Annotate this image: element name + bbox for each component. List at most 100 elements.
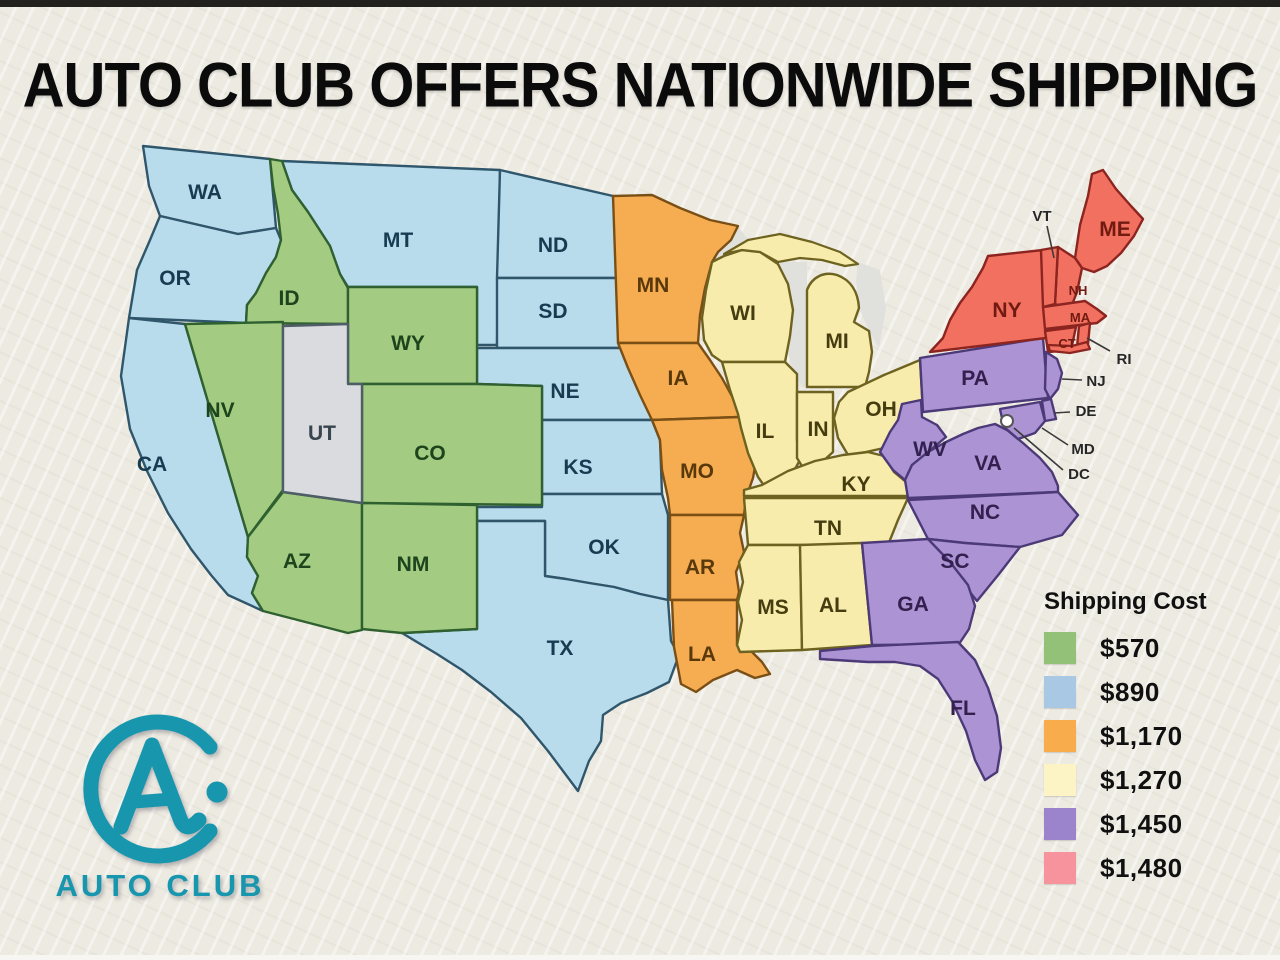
logo-a-icon [113, 737, 207, 835]
state-label-ma: MA [1070, 310, 1091, 325]
state-label-sc: SC [940, 550, 969, 573]
logo-a-crossbar-icon [127, 792, 179, 809]
state-fl [818, 640, 1003, 782]
callout-line-nj [1061, 378, 1083, 381]
legend-swatch-red [1044, 852, 1076, 884]
state-label-mt: MT [383, 229, 413, 252]
state-label-ca: CA [137, 453, 167, 476]
state-label-ut: UT [308, 422, 336, 445]
state-label-ks: KS [563, 456, 592, 479]
state-label-nm: NM [397, 553, 430, 576]
state-nd [495, 168, 620, 280]
callout-label-vt: VT [1032, 208, 1051, 225]
state-label-wa: WA [188, 181, 222, 204]
legend-swatch-blue [1044, 676, 1076, 708]
state-label-ar: AR [685, 556, 715, 579]
legend-row: $1,170 [1044, 714, 1264, 758]
callout-label-md: MD [1071, 441, 1094, 458]
callout-label-dc: DC [1068, 466, 1090, 483]
state-label-al: AL [819, 594, 847, 617]
logo-dot-icon [206, 781, 228, 803]
state-label-mo: MO [680, 460, 714, 483]
callout-line-dc [1013, 427, 1064, 471]
state-label-az: AZ [283, 550, 311, 573]
state-tn [742, 496, 910, 547]
state-nj [1043, 350, 1064, 401]
great-lake-0 [712, 226, 748, 262]
legend-cost-label: $1,450 [1100, 808, 1183, 839]
state-label-tx: TX [547, 637, 574, 660]
state-ut [281, 322, 364, 505]
state-ky [742, 450, 910, 498]
state-label-va: VA [974, 452, 1002, 475]
state-label-mn: MN [637, 274, 670, 297]
legend-title: Shipping Cost [1044, 588, 1207, 615]
legend-row: $890 [1044, 670, 1264, 714]
state-label-nh: NH [1069, 283, 1088, 298]
state-label-or: OR [159, 267, 191, 290]
state-me [1073, 168, 1145, 274]
state-label-ok: OK [588, 536, 620, 559]
state-label-ga: GA [897, 593, 929, 616]
state-label-la: LA [688, 643, 716, 666]
page-title: AUTO CLUB OFFERS NATIONWIDE SHIPPING [22, 50, 1259, 121]
state-label-nv: NV [205, 399, 234, 422]
state-label-wv: WV [913, 438, 947, 461]
legend-cost-label: $1,170 [1100, 720, 1183, 751]
state-label-ms: MS [757, 596, 789, 619]
state-label-in: IN [808, 418, 829, 441]
legend-swatch-yellow [1044, 764, 1076, 796]
callout-label-de: DE [1076, 403, 1097, 420]
state-label-wi: WI [730, 302, 756, 325]
legend-cost-label: $890 [1100, 676, 1160, 707]
legend-row: $1,270 [1044, 758, 1264, 802]
state-label-nd: ND [538, 234, 568, 257]
state-pa [918, 336, 1050, 414]
state-label-ky: KY [841, 473, 870, 496]
state-label-ny: NY [992, 299, 1021, 322]
callout-label-ri: RI [1117, 351, 1132, 368]
state-nm [360, 501, 479, 635]
shipping-cost-legend: Shipping Cost $570 $890 $1,170 $1,270 $1,450… [1044, 588, 1264, 890]
state-label-pa: PA [961, 367, 989, 390]
legend-cost-label: $1,270 [1100, 764, 1183, 795]
great-lake-2 [856, 262, 886, 348]
state-label-co: CO [414, 442, 446, 465]
state-label-ne: NE [550, 380, 579, 403]
logo-mark [83, 714, 228, 864]
legend-cost-label: $570 [1100, 632, 1160, 663]
top-border [0, 0, 1280, 7]
bottom-border [0, 955, 1280, 960]
callout-line-vt [1046, 225, 1055, 259]
auto-club-logo: AUTO CLUB [56, 714, 265, 903]
callout-line-md [1041, 427, 1069, 446]
state-label-mi: MI [825, 330, 848, 353]
state-label-tn: TN [814, 517, 842, 540]
state-ny [928, 248, 1048, 354]
state-label-wy: WY [391, 332, 425, 355]
state-label-sd: SD [538, 300, 567, 323]
state-label-oh: OH [865, 398, 897, 421]
state-label-il: IL [756, 420, 775, 443]
state-label-me: ME [1099, 218, 1131, 241]
state-vt [1039, 245, 1060, 309]
state-label-nc: NC [970, 501, 1000, 524]
logo-wordmark: AUTO CLUB [56, 868, 265, 903]
logo-ring-icon [83, 714, 218, 864]
state-label-ct: CT [1058, 336, 1075, 351]
legend-swatch-green [1044, 632, 1076, 664]
state-va [903, 422, 1060, 500]
dc-marker-dot [1000, 414, 1014, 428]
legend-row: $1,480 [1044, 846, 1264, 890]
state-co [360, 382, 544, 507]
state-label-fl: FL [950, 697, 976, 720]
state-ks [540, 418, 664, 496]
legend-row: $1,450 [1044, 802, 1264, 846]
legend-items: $570 $890 $1,170 $1,270 $1,450 $1,480 [1044, 626, 1264, 890]
legend-swatch-purple [1044, 808, 1076, 840]
state-mi [805, 272, 874, 389]
state-mi-upper-peninsula [722, 232, 860, 268]
callout-label-nj: NJ [1086, 373, 1105, 390]
